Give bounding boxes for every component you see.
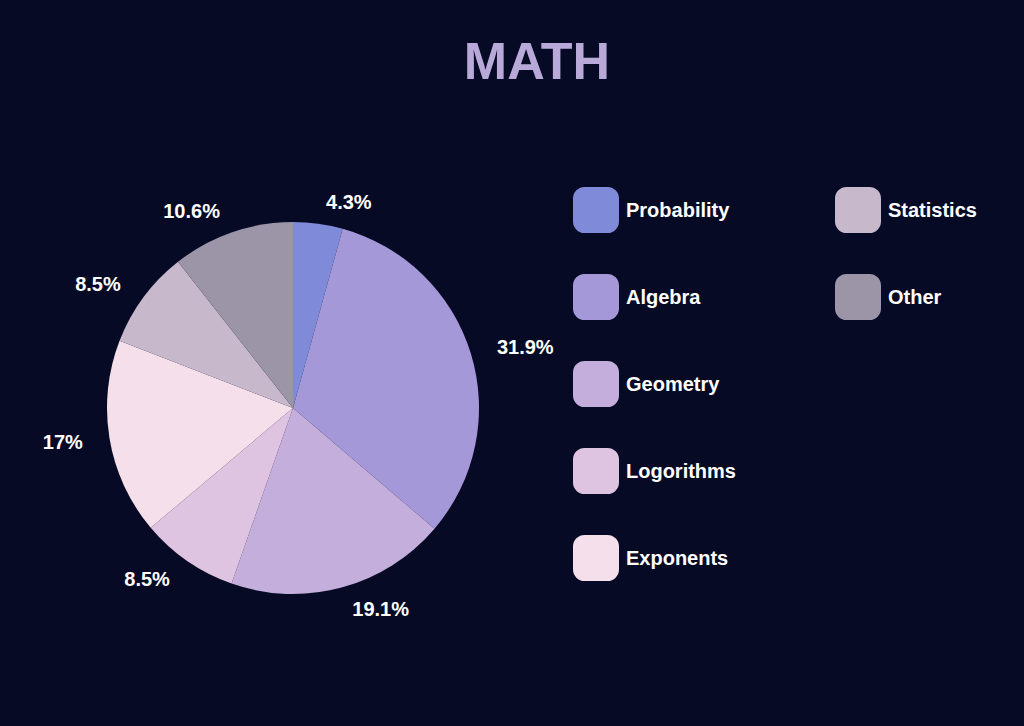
svg-text:4.3%: 4.3% (326, 191, 372, 213)
svg-text:Exponents: Exponents (626, 547, 728, 569)
svg-text:10.6%: 10.6% (163, 200, 220, 222)
svg-text:Statistics: Statistics (888, 199, 977, 221)
svg-text:Geometry: Geometry (626, 373, 720, 395)
svg-text:17%: 17% (43, 431, 83, 453)
svg-text:8.5%: 8.5% (124, 568, 170, 590)
svg-text:Algebra: Algebra (626, 286, 701, 308)
svg-text:MATH: MATH (464, 32, 610, 90)
svg-text:19.1%: 19.1% (352, 598, 409, 620)
svg-text:Probability: Probability (626, 199, 730, 221)
svg-text:Other: Other (888, 286, 942, 308)
svg-text:8.5%: 8.5% (75, 273, 121, 295)
svg-text:Logorithms: Logorithms (626, 460, 736, 482)
svg-text:31.9%: 31.9% (497, 336, 554, 358)
